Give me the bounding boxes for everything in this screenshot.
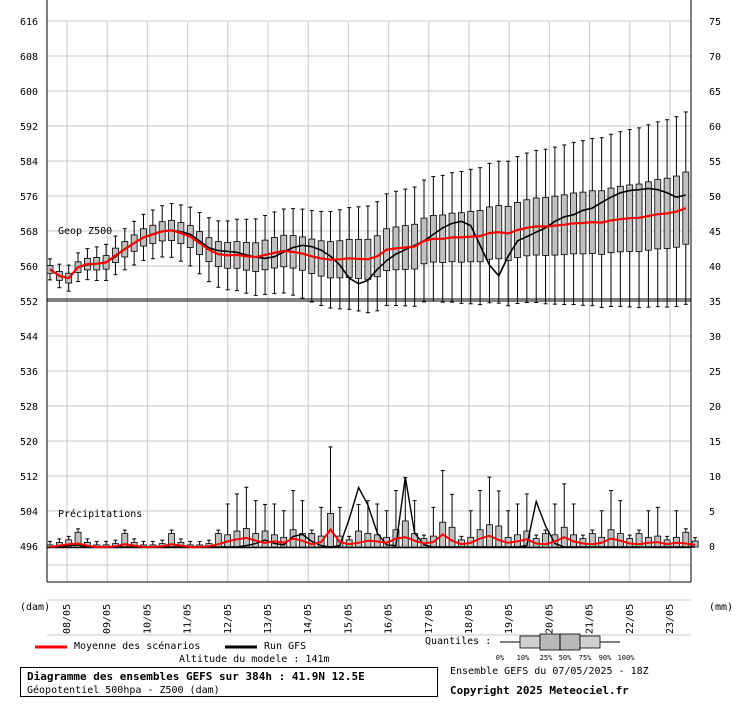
quantile-tick-label: 90%: [599, 654, 612, 662]
right-tick-label: 60: [709, 122, 721, 133]
altitude-label: Altitude du modele : 141m: [179, 654, 330, 665]
right-tick-label: 10: [709, 472, 721, 483]
right-unit-label: (mm): [709, 602, 733, 613]
quantile-tick-label: 0%: [496, 654, 505, 662]
precip-box: [448, 526, 456, 548]
quantile-tick-label: 10%: [517, 654, 530, 662]
precip-mean-line: [49, 527, 696, 548]
right-tick-label: 70: [709, 52, 721, 63]
legend-gfs-label: Run GFS: [264, 641, 307, 652]
quantile-tick-label: 50%: [559, 654, 572, 662]
right-tick-label: 5: [709, 507, 715, 518]
x-tick-label: 21/05: [585, 604, 596, 634]
precip-boxes: [46, 446, 699, 548]
left-tick-label: 536: [20, 367, 38, 378]
geop-box: [46, 265, 54, 274]
right-tick-label: 35: [709, 297, 721, 308]
x-tick-label: 12/05: [223, 604, 234, 634]
geop-boxes: [46, 111, 690, 314]
x-tick-label: 09/05: [102, 604, 113, 634]
left-tick-label: 520: [20, 437, 38, 448]
left-tick-label: 504: [20, 507, 38, 518]
right-tick-label: 15: [709, 437, 721, 448]
x-tick-label: 13/05: [263, 604, 274, 634]
precip-box: [495, 525, 503, 548]
x-tick-label: 23/05: [665, 604, 676, 634]
precip-box: [401, 520, 409, 548]
x-tick-label: 18/05: [464, 604, 475, 634]
legend-graphics: 0% 10% 25% 50% 75% 90% 100%: [35, 633, 636, 662]
left-tick-label: 616: [20, 17, 38, 28]
diagram-subtitle: Géopotentiel 500hpa - Z500 (dam): [27, 685, 220, 696]
right-tick-label: 55: [709, 157, 721, 168]
geop-panel-label: Geop Z500: [58, 226, 112, 237]
right-tick-label: 25: [709, 367, 721, 378]
copyright: Copyright 2025 Meteociel.fr: [450, 684, 629, 697]
quantile-box: [579, 635, 601, 649]
left-tick-label: 552: [20, 297, 38, 308]
precip-panel-label: Précipitations: [58, 508, 142, 520]
right-tick-label: 50: [709, 192, 721, 203]
left-unit-label: (dam): [20, 602, 50, 613]
x-tick-label: 11/05: [183, 604, 194, 634]
x-tick-label: 19/05: [504, 604, 515, 634]
x-tick-label: 14/05: [303, 604, 314, 634]
precip-box: [355, 530, 362, 548]
left-tick-label: 584: [20, 157, 38, 168]
right-tick-label: 40: [709, 262, 721, 273]
right-tick-label: 45: [709, 227, 721, 238]
grid: [47, 20, 691, 636]
quantile-tick-label: 25%: [540, 654, 553, 662]
x-tick-label: 10/05: [142, 604, 153, 634]
panel-borders: [46, 0, 692, 583]
series-lines: [49, 187, 696, 548]
geop-mean-line: [49, 207, 687, 280]
axes-labels: 6166086005925845765685605525445365285205…: [20, 17, 733, 634]
left-tick-label: 496: [20, 542, 38, 553]
left-tick-label: 608: [20, 52, 38, 63]
x-tick-label: 16/05: [384, 604, 395, 634]
precip-box: [261, 530, 269, 548]
right-tick-label: 30: [709, 332, 721, 343]
right-tick-label: 20: [709, 402, 721, 413]
left-tick-label: 576: [20, 192, 38, 203]
left-tick-label: 512: [20, 472, 38, 483]
x-tick-label: 08/05: [62, 604, 73, 634]
precip-box: [542, 533, 549, 548]
legend-mean-label: Moyenne des scénarios: [74, 641, 201, 652]
quantile-box: [519, 635, 541, 649]
right-tick-label: 75: [709, 17, 721, 28]
precip-box: [74, 531, 82, 548]
left-tick-label: 568: [20, 227, 38, 238]
left-tick-label: 544: [20, 332, 38, 343]
left-tick-label: 560: [20, 262, 38, 273]
quantiles-label: Quantiles :: [425, 636, 492, 647]
run-info: Ensemble GEFS du 07/05/2025 - 18Z: [450, 666, 649, 677]
quantile-tick-label: 75%: [579, 654, 592, 662]
quantile-tick-label: 100%: [618, 654, 636, 662]
x-tick-label: 22/05: [625, 604, 636, 634]
left-tick-label: 528: [20, 402, 38, 413]
left-tick-label: 592: [20, 122, 38, 133]
right-tick-label: 65: [709, 87, 721, 98]
precip-gfs-line: [50, 476, 696, 548]
x-tick-label: 15/05: [343, 604, 354, 634]
x-tick-label: 20/05: [544, 604, 555, 634]
diagram-title: Diagramme des ensembles GEFS sur 384h : …: [27, 670, 365, 683]
precip-box: [308, 533, 316, 548]
left-tick-label: 600: [20, 87, 38, 98]
x-tick-label: 17/05: [424, 604, 435, 634]
info-box: Diagramme des ensembles GEFS sur 384h : …: [20, 667, 438, 697]
right-tick-label: 0: [709, 542, 715, 553]
